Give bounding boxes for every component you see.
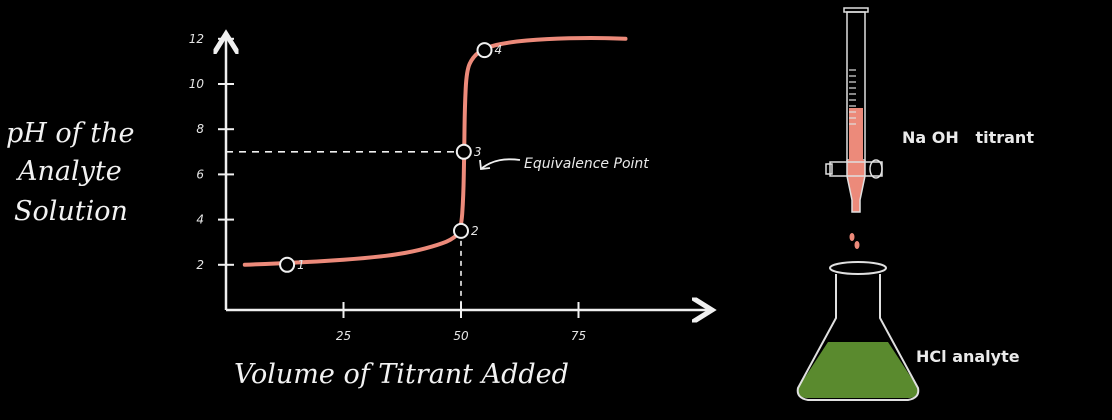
y-tick-label-12: 12 bbox=[189, 32, 204, 46]
drop-1 bbox=[849, 233, 855, 241]
x-tick-label-75: 75 bbox=[571, 329, 586, 343]
stopcock-handle bbox=[869, 159, 883, 179]
point-2-label: 2 bbox=[471, 224, 479, 238]
y-axis-title-line2: Analyte bbox=[15, 156, 122, 187]
point-2-marker bbox=[453, 222, 469, 239]
y-tick-label-10: 10 bbox=[189, 77, 205, 91]
point-3-label: 3 bbox=[474, 145, 482, 159]
flask-liquid bbox=[797, 342, 919, 398]
point-4-marker bbox=[476, 42, 493, 59]
x-axis-title: Volume of Titrant Added bbox=[234, 359, 569, 390]
y-tick-label-6: 6 bbox=[196, 167, 204, 181]
y-tick-label-8: 8 bbox=[196, 122, 204, 136]
analyte-label: HCl analyte bbox=[916, 347, 1020, 366]
axis-ticks bbox=[218, 37, 580, 318]
equivalence-arrowhead bbox=[479, 159, 491, 170]
equivalence-label: Equivalence Point bbox=[524, 156, 649, 172]
curve-points: 1 2 3 4 bbox=[279, 42, 503, 273]
flask-rim bbox=[829, 261, 887, 275]
titration-curve bbox=[242, 35, 628, 267]
guide-lines bbox=[226, 151, 464, 310]
point-4-label: 4 bbox=[495, 43, 503, 57]
point-1-marker bbox=[279, 256, 296, 273]
equivalence-arrow bbox=[481, 158, 521, 169]
y-axis-title-line3: Solution bbox=[14, 196, 128, 227]
burette-liquid bbox=[849, 108, 863, 160]
stopcock-left bbox=[825, 163, 833, 175]
y-tick-label-2: 2 bbox=[196, 258, 204, 272]
x-tick-label-50: 50 bbox=[453, 329, 469, 343]
burette-graduations bbox=[849, 69, 856, 125]
titrant-label: Na OH titrant bbox=[902, 128, 1034, 147]
point-1-label: 1 bbox=[297, 258, 305, 272]
burette bbox=[825, 7, 883, 249]
y-axis-title-line1: pH of the bbox=[6, 118, 134, 149]
drop-2 bbox=[854, 241, 860, 249]
x-tick-label-25: 25 bbox=[336, 329, 351, 343]
flask-body bbox=[796, 274, 920, 401]
erlenmeyer-flask bbox=[796, 261, 920, 401]
y-tick-label-4: 4 bbox=[196, 213, 204, 227]
burette-taper bbox=[846, 160, 866, 213]
point-3-marker bbox=[455, 143, 472, 160]
